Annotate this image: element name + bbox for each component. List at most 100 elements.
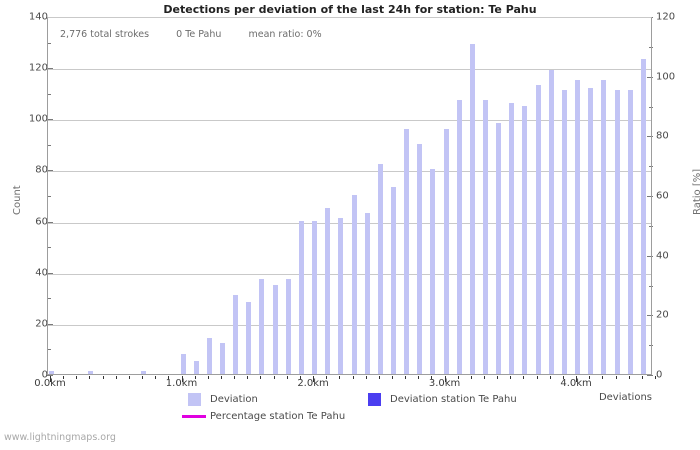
x-tick-label: 3.0km bbox=[428, 378, 461, 389]
x-tick-mark-minor bbox=[207, 376, 209, 379]
page-title: Detections per deviation of the last 24h… bbox=[163, 3, 537, 16]
bar bbox=[588, 87, 594, 374]
x-tick-mark-minor bbox=[339, 376, 341, 379]
y-tick-mark-left-minor bbox=[47, 42, 51, 44]
x-tick-mark-minor bbox=[89, 376, 91, 379]
watermark: www.lightningmaps.org bbox=[4, 432, 116, 443]
bar bbox=[193, 361, 199, 374]
y-tick-mark-left-minor bbox=[47, 298, 51, 300]
x-tick-mark-minor bbox=[326, 376, 328, 379]
legend-item-deviation-station[interactable]: Deviation station Te Pahu bbox=[368, 393, 517, 406]
y-tick-label-right: 100 bbox=[656, 71, 676, 83]
y-tick-mark-left-minor bbox=[47, 196, 51, 197]
legend-item-deviation[interactable]: Deviation bbox=[188, 393, 258, 406]
bar bbox=[627, 90, 633, 374]
bar bbox=[180, 353, 186, 374]
x-tick-mark-minor bbox=[405, 376, 407, 379]
x-tick-mark-minor bbox=[470, 376, 472, 379]
station-count-label: 0 Te Pahu bbox=[176, 29, 222, 40]
y-tick-mark-left bbox=[47, 375, 53, 376]
bar bbox=[509, 102, 515, 374]
x-tick-label: 1.0km bbox=[165, 378, 198, 389]
x-tick-mark-minor bbox=[510, 376, 512, 379]
x-tick-mark-minor bbox=[431, 376, 433, 379]
bar bbox=[430, 169, 436, 374]
legend-label-deviation: Deviation bbox=[210, 394, 258, 405]
x-tick-label: 0.0km bbox=[34, 378, 66, 389]
y-tick-mark-left bbox=[47, 323, 53, 325]
x-tick-mark-minor bbox=[299, 376, 301, 379]
legend-swatch-deviation-station-icon bbox=[368, 393, 381, 406]
gridline bbox=[48, 273, 651, 275]
bar bbox=[575, 79, 581, 374]
y-tick-label-left: 60 bbox=[35, 216, 48, 228]
y-tick-label-left: 100 bbox=[28, 113, 48, 125]
y-tick-label-right: 0 bbox=[656, 369, 663, 381]
x-tick-mark-minor bbox=[628, 376, 630, 379]
bar bbox=[325, 207, 331, 374]
bar bbox=[548, 69, 554, 374]
legend-swatch-percentage-line-icon bbox=[182, 415, 206, 418]
x-tick-mark-minor bbox=[220, 376, 222, 379]
x-tick-mark-minor bbox=[562, 376, 564, 379]
bar bbox=[469, 44, 475, 374]
y-tick-label-right: 60 bbox=[656, 190, 669, 202]
bar bbox=[561, 90, 567, 374]
x-tick-mark-minor bbox=[655, 376, 656, 379]
x-tick-mark-minor bbox=[352, 376, 354, 379]
x-tick-mark-minor bbox=[115, 376, 117, 379]
bar bbox=[390, 187, 396, 374]
x-tick-mark-minor bbox=[602, 376, 604, 379]
bar bbox=[219, 343, 225, 374]
y-tick-label-right: 120 bbox=[656, 11, 676, 23]
bar bbox=[404, 128, 410, 374]
y-tick-mark-right bbox=[647, 196, 653, 197]
x-tick-label: 2.0km bbox=[297, 378, 329, 389]
bar bbox=[522, 105, 528, 374]
bar bbox=[443, 128, 449, 374]
gridline bbox=[48, 69, 651, 71]
bar bbox=[285, 279, 291, 374]
bar bbox=[640, 59, 646, 374]
bar bbox=[351, 195, 357, 374]
y-tick-mark-left-minor bbox=[47, 349, 51, 351]
y-tick-label-left: 140 bbox=[28, 11, 48, 23]
chart-annotations: 2,776 total strokes 0 Te Pahu mean ratio… bbox=[60, 29, 346, 40]
y-tick-mark-right bbox=[647, 136, 653, 138]
x-tick-mark-minor bbox=[418, 376, 420, 379]
bar bbox=[246, 302, 252, 374]
bars-layer bbox=[48, 18, 651, 374]
y-axis-label-left: Count bbox=[12, 185, 23, 215]
bar bbox=[535, 85, 541, 374]
x-tick-mark-minor bbox=[260, 376, 262, 379]
bar bbox=[141, 371, 147, 374]
y-tick-label-left: 20 bbox=[35, 318, 48, 330]
x-tick-mark-minor bbox=[523, 376, 525, 379]
x-tick-mark-minor bbox=[76, 376, 78, 379]
gridline bbox=[48, 171, 651, 173]
legend-item-percentage-station[interactable]: Percentage station Te Pahu bbox=[182, 411, 346, 422]
x-tick-mark-minor bbox=[457, 376, 459, 379]
x-tick-mark-major bbox=[576, 376, 578, 382]
legend-label-percentage-station: Percentage station Te Pahu bbox=[210, 411, 346, 422]
x-tick-mark-minor bbox=[378, 376, 380, 379]
y-tick-mark-right bbox=[647, 315, 653, 317]
x-tick-mark-minor bbox=[168, 376, 170, 379]
bar bbox=[88, 371, 94, 374]
gridline bbox=[48, 324, 651, 326]
bar bbox=[417, 143, 423, 374]
bar bbox=[206, 338, 212, 374]
bar bbox=[233, 294, 239, 374]
bar bbox=[49, 371, 54, 374]
x-tick-mark-major bbox=[313, 376, 315, 382]
bar bbox=[312, 220, 318, 374]
y-tick-label-left: 0 bbox=[41, 369, 48, 381]
gridline bbox=[48, 222, 651, 224]
bar bbox=[272, 284, 278, 374]
x-tick-mark-major bbox=[50, 376, 51, 382]
bar bbox=[259, 279, 265, 374]
x-tick-mark-minor bbox=[142, 376, 144, 379]
x-tick-mark-minor bbox=[589, 376, 591, 379]
bar bbox=[364, 212, 370, 374]
x-tick-mark-minor bbox=[128, 376, 130, 379]
